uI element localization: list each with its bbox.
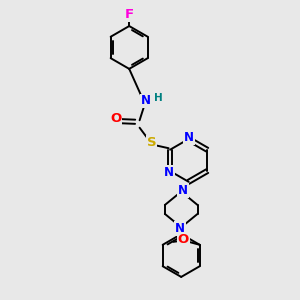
Text: S: S [147,136,156,149]
Text: O: O [110,112,122,125]
Text: F: F [124,8,134,21]
Text: N: N [184,131,194,144]
Text: N: N [175,222,185,235]
Text: N: N [164,166,174,179]
Text: N: N [140,94,151,107]
Text: H: H [154,93,163,103]
Text: N: N [178,184,188,196]
Text: O: O [178,233,189,246]
